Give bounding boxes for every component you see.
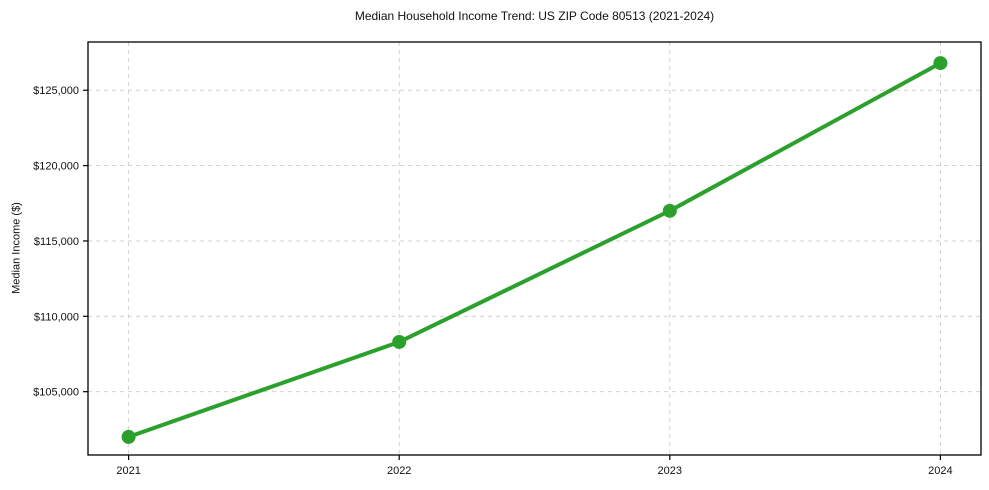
plot-border xyxy=(87,41,982,456)
y-tick-label: $110,000 xyxy=(34,311,79,323)
x-tick-label: 2024 xyxy=(928,465,952,477)
x-tick-label: 2021 xyxy=(116,465,140,477)
data-point-2022 xyxy=(392,334,407,349)
y-tick-label: $105,000 xyxy=(33,387,79,399)
chart-title: Median Household Income Trend: US ZIP Co… xyxy=(354,9,715,23)
y-tick-label: $125,000 xyxy=(33,85,79,97)
x-tick-label: 2023 xyxy=(658,465,682,477)
data-point-2021 xyxy=(121,429,136,444)
y-tick-label: $115,000 xyxy=(34,236,79,248)
trend-line xyxy=(126,61,943,439)
y-tick-label: $120,000 xyxy=(33,161,79,173)
data-point-2024 xyxy=(933,56,948,71)
x-tick-label: 2022 xyxy=(387,465,411,477)
data-point-2023 xyxy=(662,203,677,218)
